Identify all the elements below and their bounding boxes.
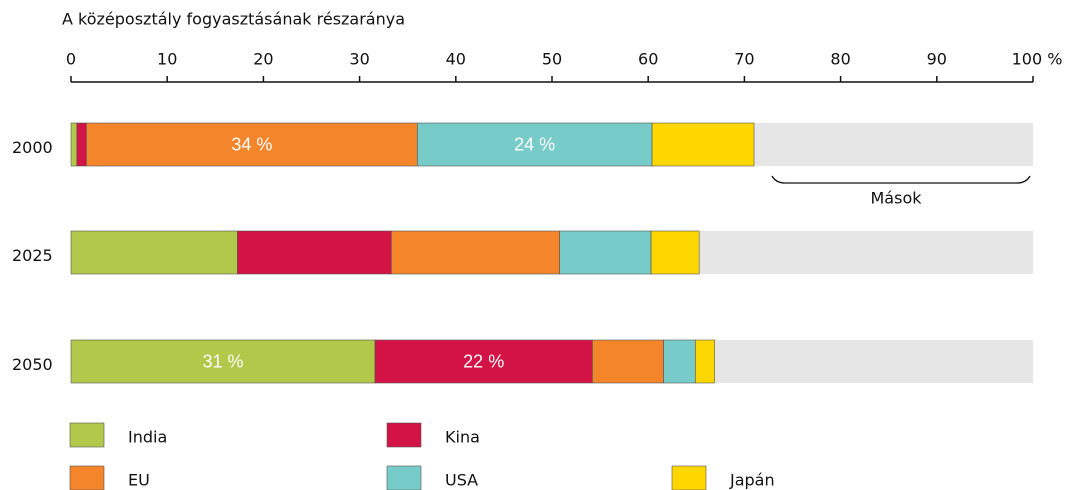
legend-swatch	[386, 465, 422, 490]
annotation: Mások	[871, 189, 923, 208]
bar-segment	[374, 339, 593, 384]
bar-segment	[592, 339, 664, 384]
bar-segment	[76, 122, 87, 167]
x-tick-label: 50	[542, 50, 562, 69]
value-label: 22 %	[463, 351, 504, 371]
bar-segment	[559, 230, 652, 275]
x-tick-label: 20	[253, 50, 273, 69]
x-tick-label: 0	[66, 50, 76, 69]
bar-segment	[695, 339, 715, 384]
x-tick-label: 100 %	[1012, 50, 1063, 69]
bar-segment	[391, 230, 560, 275]
x-tick-label: 60	[638, 50, 658, 69]
x-tick-label: 70	[734, 50, 754, 69]
x-tick-label: 80	[830, 50, 850, 69]
bar-segment	[86, 122, 418, 167]
legend-swatch	[386, 422, 422, 448]
x-tick-label: 90	[927, 50, 947, 69]
value-label: 31 %	[202, 351, 243, 371]
value-label: 24 %	[514, 134, 555, 154]
legend-swatch	[69, 465, 105, 490]
bar-segment	[70, 122, 78, 167]
legend-label: Kina	[445, 428, 480, 447]
y-tick-label: 2000	[12, 138, 53, 157]
bar-segment	[70, 339, 376, 384]
y-tick-label: 2050	[12, 355, 53, 374]
bar-segment	[651, 122, 755, 167]
legend-label: India	[128, 428, 167, 447]
legend-swatch	[671, 465, 707, 490]
x-tick-label: 30	[349, 50, 369, 69]
x-tick-label: 10	[157, 50, 177, 69]
legend-label: USA	[445, 471, 478, 490]
bar-segment	[663, 339, 696, 384]
legend-label: EU	[128, 471, 150, 490]
bar-segment	[237, 230, 392, 275]
legend-swatch	[69, 422, 105, 448]
chart-title: A középosztály fogyasztásának részaránya	[62, 10, 405, 29]
legend-label: Japán	[729, 471, 775, 490]
x-tick-label: 40	[446, 50, 466, 69]
y-tick-label: 2025	[12, 246, 53, 265]
bracket	[771, 175, 1031, 184]
bar-segment	[70, 230, 238, 275]
bar-segment	[650, 230, 700, 275]
value-label: 34 %	[231, 134, 272, 154]
